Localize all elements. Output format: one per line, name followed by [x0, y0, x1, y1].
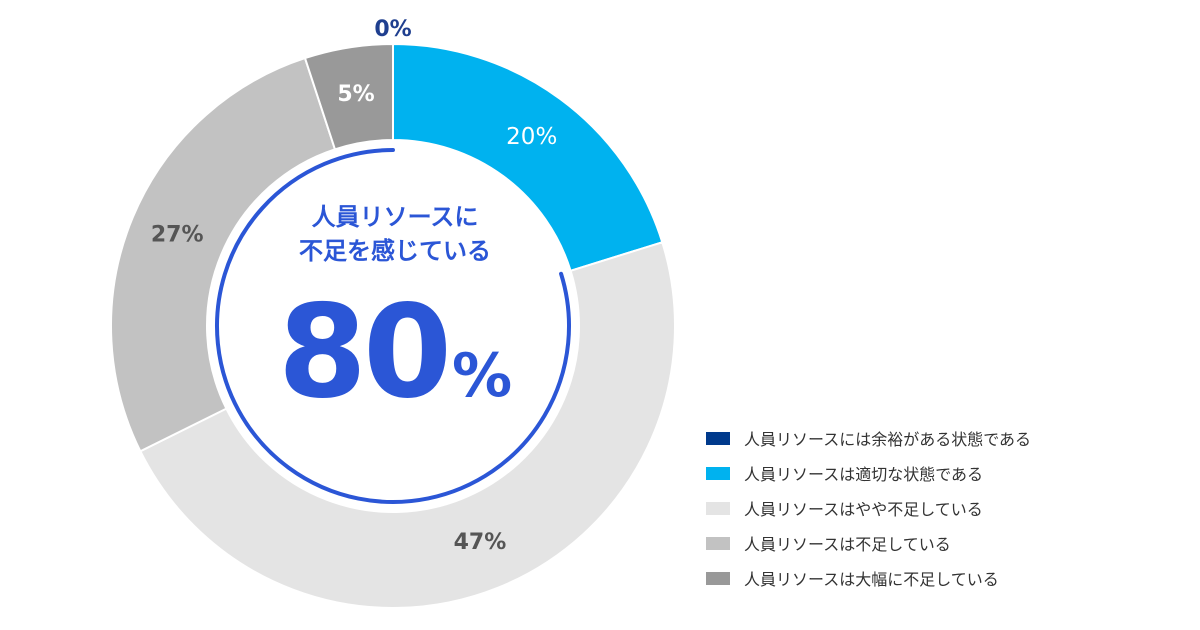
donut-slice-3 [138, 241, 676, 609]
legend-item-4: 人員リソースは不足している [706, 530, 1031, 556]
legend-swatch [706, 501, 730, 515]
legend-item-2: 人員リソースは適切な状態である [706, 460, 1031, 486]
slice-label-1: 0% [374, 17, 411, 42]
slice-label-4: 27% [151, 223, 204, 248]
shortage-accent-arc [215, 148, 571, 504]
center-value-unit: % [452, 341, 513, 411]
legend-item-1: 人員リソースには余裕がある状態である [706, 425, 1031, 451]
donut-slice-4 [110, 56, 337, 453]
center-value-number: 80 [277, 278, 452, 427]
legend-label: 人員リソースは大幅に不足している [744, 570, 999, 589]
legend-swatch [706, 536, 730, 550]
legend-swatch [706, 431, 730, 445]
legend: 人員リソースには余裕がある状態である 人員リソースは適切な状態である 人員リソースは… [706, 425, 1031, 600]
center-caption-line2: 不足を感じている [299, 237, 491, 265]
legend-label: 人員リソースは適切な状態である [744, 465, 984, 484]
slice-label-3: 47% [454, 530, 507, 555]
donut-slice-5 [303, 42, 394, 151]
slice-label-5: 5% [337, 82, 374, 107]
center-caption-line1: 人員リソースに [311, 203, 479, 231]
center-value: 80% [255, 278, 535, 427]
legend-item-3: 人員リソースはやや不足している [706, 495, 1031, 521]
legend-label: 人員リソースには余裕がある状態である [744, 430, 1032, 449]
legend-swatch [706, 466, 730, 480]
slice-label-2: 20% [506, 124, 557, 150]
legend-label: 人員リソースはやや不足している [744, 500, 983, 519]
legend-swatch [706, 571, 730, 585]
legend-label: 人員リソースは不足している [744, 535, 951, 554]
donut-slice-2 [392, 42, 664, 273]
center-caption: 人員リソースに 不足を感じている [255, 200, 535, 268]
legend-item-5: 人員リソースは大幅に不足している [706, 565, 1031, 591]
